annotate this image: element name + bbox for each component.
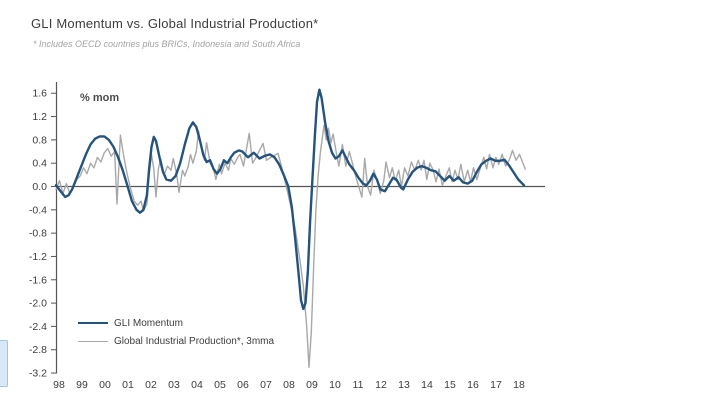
x-tick-label: 00	[99, 379, 111, 391]
y-tick-label: 1.6	[32, 88, 47, 100]
x-tick-label: 16	[467, 379, 479, 391]
y-tick-label: -1.2	[29, 251, 47, 263]
x-tick-label: 08	[283, 379, 295, 391]
y-tick-label: -2.0	[29, 298, 47, 310]
y-tick-label: -1.6	[29, 274, 47, 286]
x-tick-label: 15	[444, 379, 456, 391]
x-tick-label: 98	[53, 379, 65, 391]
x-tick-label: 01	[122, 379, 134, 391]
x-tick-label: 05	[214, 379, 226, 391]
gli-momentum-line-swatch-icon	[78, 322, 108, 324]
y-tick-label: 0.8	[32, 134, 47, 146]
x-tick-label: 17	[490, 379, 502, 391]
y-tick-label: -0.4	[29, 204, 47, 216]
x-tick-label: 03	[168, 379, 180, 391]
y-axis-unit-label: % mom	[80, 92, 120, 104]
y-tick-label: 0.0	[32, 181, 47, 193]
x-tick-label: 04	[191, 379, 203, 391]
x-tick-label: 13	[398, 379, 410, 391]
cropped-ui-fragment	[0, 340, 8, 387]
legend-item-global-ip: Global Industrial Production*, 3mma	[78, 332, 274, 350]
x-tick-label: 99	[76, 379, 88, 391]
x-tick-label: 02	[145, 379, 157, 391]
x-tick-label: 06	[237, 379, 249, 391]
y-tick-label: 1.2	[32, 111, 47, 123]
y-tick-label: -2.4	[29, 321, 47, 333]
series-line-gli-momentum	[54, 88, 526, 311]
x-tick-label: 09	[306, 379, 318, 391]
x-tick-label: 18	[513, 379, 525, 391]
chart-footnote: * Includes OECD countries plus BRICs, In…	[33, 39, 301, 49]
y-tick-label: -3.2	[29, 368, 47, 380]
legend-label: GLI Momentum	[114, 317, 183, 329]
y-tick-label: -0.8	[29, 228, 47, 240]
chart-title: GLI Momentum vs. Global Industrial Produ…	[31, 16, 319, 31]
x-tick-label: 11	[353, 379, 364, 391]
x-tick-label: 10	[329, 379, 341, 391]
y-tick-label: 0.4	[32, 158, 47, 170]
chart-legend: GLI Momentum Global Industrial Productio…	[78, 314, 274, 350]
global-ip-line-swatch-icon	[78, 340, 108, 342]
legend-item-gli-momentum: GLI Momentum	[78, 314, 274, 332]
x-tick-label: 14	[421, 379, 433, 391]
y-tick-label: -2.8	[29, 344, 47, 356]
legend-label: Global Industrial Production*, 3mma	[114, 335, 275, 347]
x-tick-label: 07	[260, 379, 272, 391]
x-tick-label: 12	[375, 379, 387, 391]
